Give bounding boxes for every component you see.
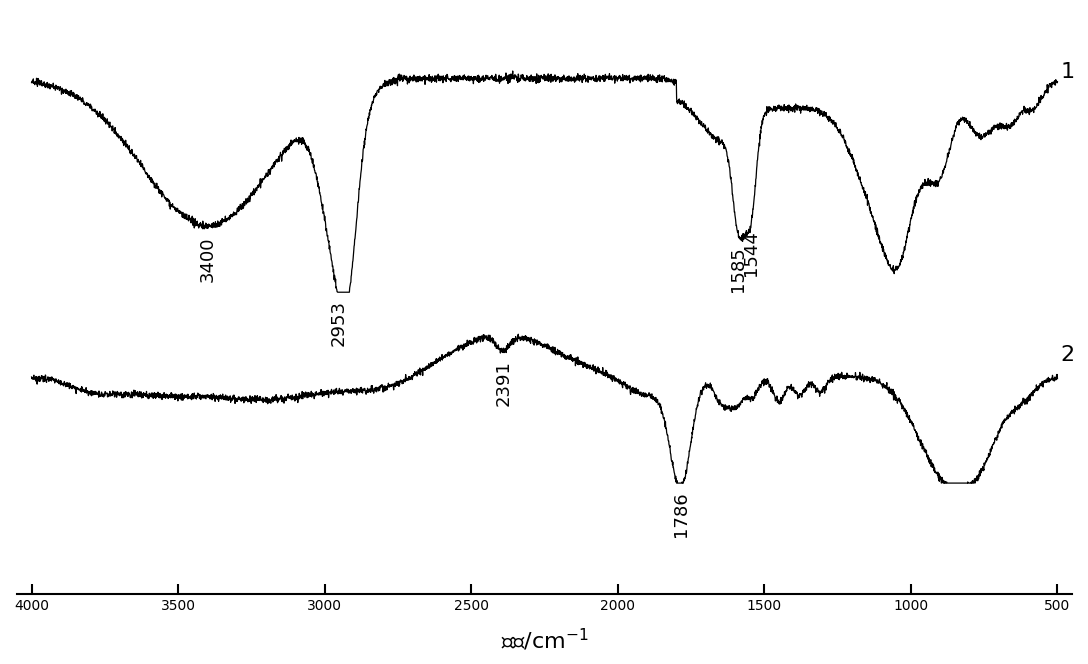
Text: 1: 1 — [1061, 62, 1075, 82]
Text: 2391: 2391 — [494, 360, 512, 406]
Text: 2953: 2953 — [330, 300, 347, 346]
X-axis label: 波数/cm$^{-1}$: 波数/cm$^{-1}$ — [500, 627, 589, 653]
Text: 1544: 1544 — [742, 230, 761, 276]
Text: 1786: 1786 — [671, 491, 690, 537]
Text: 1585: 1585 — [729, 246, 747, 292]
Text: 3400: 3400 — [198, 236, 217, 282]
Text: 2: 2 — [1061, 345, 1075, 365]
